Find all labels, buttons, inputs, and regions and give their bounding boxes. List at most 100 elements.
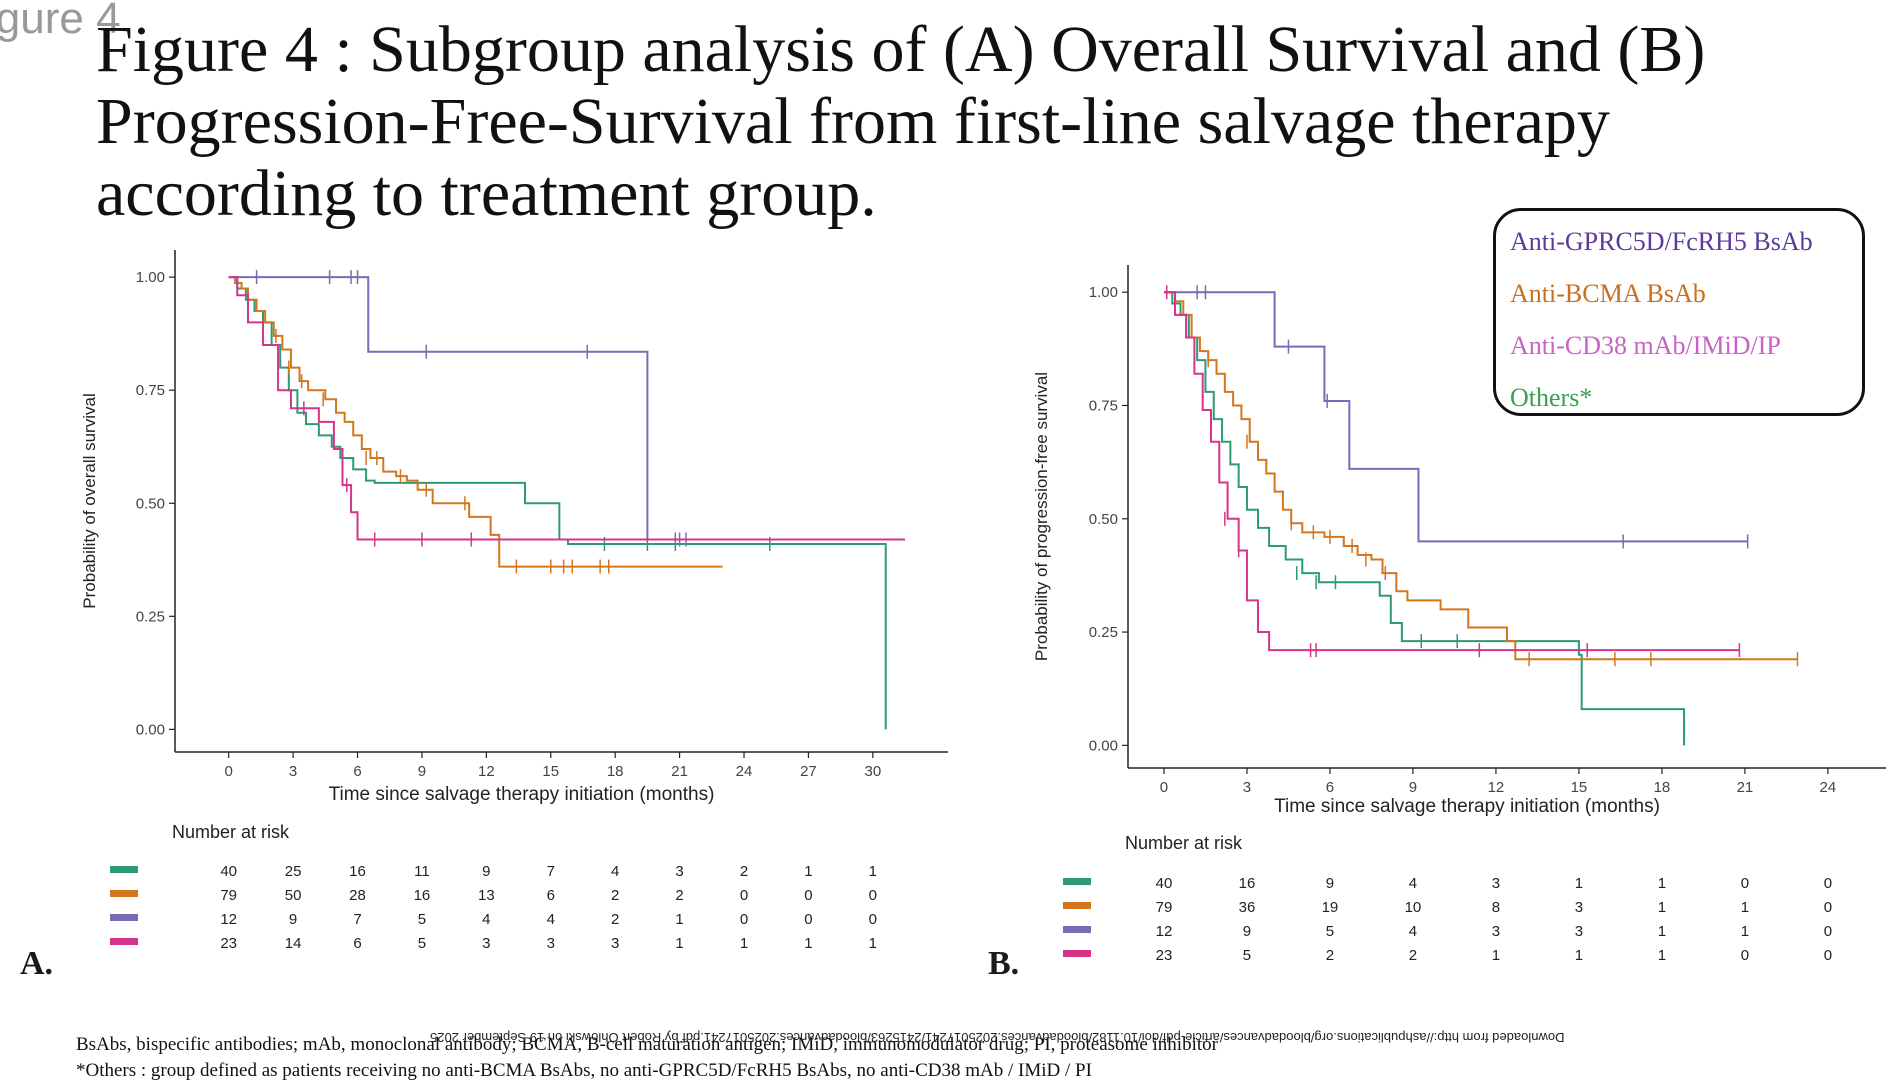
figure-title-line-2: Progression-Free-Survival from first-lin… xyxy=(96,85,1610,158)
risk-value-bcma: 28 xyxy=(349,887,366,904)
x-tick-label: 24 xyxy=(1820,779,1837,796)
y-tick-label: 0.75 xyxy=(1089,397,1118,414)
risk-value-bcma: 0 xyxy=(869,887,877,904)
x-tick-label: 15 xyxy=(542,763,559,780)
y-tick-label: 0.25 xyxy=(136,608,165,625)
footnote-others-definition: *Others : group defined as patients rece… xyxy=(76,1060,1092,1081)
risk-value-others: 9 xyxy=(1326,875,1334,892)
legend-item-bcma: Anti-BCMA BsAb xyxy=(1510,279,1706,308)
x-tick-label: 9 xyxy=(1409,779,1417,796)
x-tick-label: 15 xyxy=(1571,779,1588,796)
risk-value-others: 7 xyxy=(547,863,555,880)
risk-value-gprc5d: 0 xyxy=(804,911,812,928)
risk-value-gprc5d: 4 xyxy=(1409,923,1417,940)
risk-value-others: 16 xyxy=(1239,875,1256,892)
risk-value-cd38: 1 xyxy=(804,935,812,952)
risk-value-cd38: 1 xyxy=(1658,947,1666,964)
x-axis-label: Time since salvage therapy initiation (m… xyxy=(1274,796,1660,817)
panel-letter-a: A. xyxy=(20,945,54,982)
risk-value-cd38: 5 xyxy=(418,935,426,952)
x-tick-label: 3 xyxy=(1243,779,1251,796)
risk-value-others: 16 xyxy=(349,863,366,880)
x-tick-label: 3 xyxy=(289,763,297,780)
risk-value-cd38: 1 xyxy=(869,935,877,952)
risk-value-gprc5d: 5 xyxy=(1326,923,1334,940)
risk-value-cd38: 0 xyxy=(1741,947,1749,964)
x-tick-label: 12 xyxy=(478,763,495,780)
risk-value-gprc5d: 9 xyxy=(1243,923,1251,940)
risk-value-others: 1 xyxy=(804,863,812,880)
figure-corner-label: igure 4 xyxy=(0,0,121,43)
risk-row-color-gprc5d xyxy=(1063,926,1091,933)
y-axis-label: Probability of overall survival xyxy=(80,393,99,608)
footnote-abbreviations: BsAbs, bispecific antibodies; mAb, monoc… xyxy=(76,1034,1218,1055)
risk-value-cd38: 3 xyxy=(482,935,490,952)
legend-item-others: Others* xyxy=(1510,383,1593,412)
risk-value-others: 2 xyxy=(740,863,748,880)
x-tick-label: 21 xyxy=(1737,779,1754,796)
risk-value-others: 1 xyxy=(869,863,877,880)
risk-value-bcma: 10 xyxy=(1405,899,1422,916)
risk-value-cd38: 1 xyxy=(740,935,748,952)
km-curve-cd38 xyxy=(228,276,906,541)
y-tick-label: 0.50 xyxy=(136,495,165,512)
x-tick-label: 9 xyxy=(418,763,426,780)
risk-value-bcma: 0 xyxy=(740,887,748,904)
risk-value-cd38: 23 xyxy=(1156,947,1173,964)
risk-value-cd38: 2 xyxy=(1409,947,1417,964)
risk-row-color-others xyxy=(110,866,138,873)
risk-value-others: 40 xyxy=(220,863,237,880)
figure-title-line-3: according to treatment group. xyxy=(96,157,877,230)
x-tick-label: 30 xyxy=(865,763,882,780)
risk-value-bcma: 79 xyxy=(1156,899,1173,916)
x-tick-label: 0 xyxy=(1160,779,1168,796)
risk-value-bcma: 1 xyxy=(1658,899,1666,916)
y-tick-label: 0.75 xyxy=(136,382,165,399)
risk-value-gprc5d: 12 xyxy=(220,911,237,928)
risk-value-gprc5d: 7 xyxy=(353,911,361,928)
risk-value-gprc5d: 5 xyxy=(418,911,426,928)
risk-value-gprc5d: 0 xyxy=(1824,923,1832,940)
risk-value-gprc5d: 9 xyxy=(289,911,297,928)
risk-value-others: 25 xyxy=(285,863,302,880)
x-tick-label: 12 xyxy=(1488,779,1505,796)
risk-value-gprc5d: 1 xyxy=(1658,923,1666,940)
risk-value-bcma: 3 xyxy=(1575,899,1583,916)
km-panel-a: 0.000.250.500.751.000 3 6 9 12 15 18 21 24 27 30Ti… xyxy=(80,250,948,952)
risk-value-cd38: 3 xyxy=(547,935,555,952)
panel-letter-b: B. xyxy=(988,945,1020,982)
figure-title-line-1: Figure 4 : Subgroup analysis of (A) Over… xyxy=(96,13,1706,86)
risk-value-gprc5d: 0 xyxy=(740,911,748,928)
risk-value-others: 1 xyxy=(1575,875,1583,892)
legend-item-cd38: Anti-CD38 mAb/IMiD/IP xyxy=(1510,331,1781,360)
risk-value-others: 0 xyxy=(1741,875,1749,892)
risk-value-gprc5d: 0 xyxy=(869,911,877,928)
risk-value-bcma: 8 xyxy=(1492,899,1500,916)
risk-value-cd38: 14 xyxy=(285,935,302,952)
risk-value-others: 40 xyxy=(1156,875,1173,892)
x-tick-label: 27 xyxy=(800,763,817,780)
risk-value-bcma: 0 xyxy=(1824,899,1832,916)
risk-value-bcma: 6 xyxy=(547,887,555,904)
risk-value-cd38: 6 xyxy=(353,935,361,952)
risk-value-others: 11 xyxy=(414,863,430,880)
risk-value-gprc5d: 3 xyxy=(1575,923,1583,940)
risk-value-gprc5d: 1 xyxy=(1741,923,1749,940)
risk-row-color-cd38 xyxy=(1063,950,1091,957)
legend: Anti-GPRC5D/FcRH5 BsAb Anti-BCMA BsAb An… xyxy=(1493,208,1865,416)
risk-value-cd38: 2 xyxy=(1326,947,1334,964)
y-tick-label: 0.25 xyxy=(1089,624,1118,641)
risk-value-bcma: 19 xyxy=(1322,899,1339,916)
risk-value-others: 9 xyxy=(482,863,490,880)
risk-value-bcma: 2 xyxy=(675,887,683,904)
risk-value-cd38: 1 xyxy=(1492,947,1500,964)
risk-row-color-bcma xyxy=(1063,902,1091,909)
risk-row-color-others xyxy=(1063,878,1091,885)
risk-value-cd38: 0 xyxy=(1824,947,1832,964)
risk-value-others: 4 xyxy=(611,863,619,880)
risk-value-gprc5d: 2 xyxy=(611,911,619,928)
km-curve-bcma xyxy=(228,276,723,568)
x-tick-label: 18 xyxy=(1654,779,1671,796)
risk-value-bcma: 2 xyxy=(611,887,619,904)
risk-value-gprc5d: 4 xyxy=(482,911,490,928)
